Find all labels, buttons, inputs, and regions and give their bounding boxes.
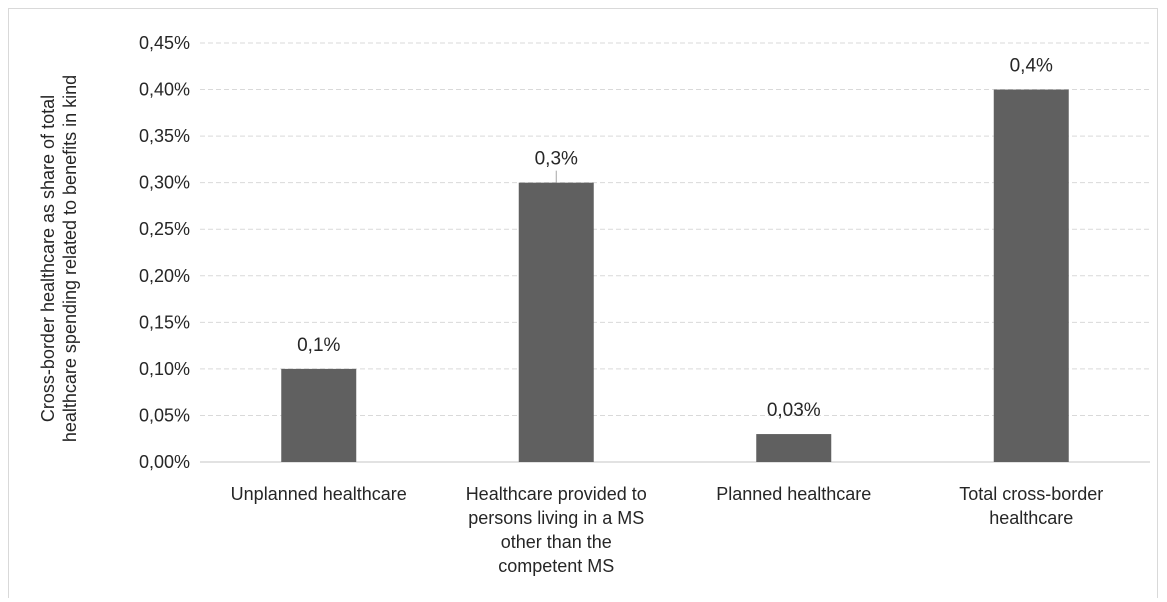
y-tick-label: 0,25%	[139, 219, 190, 239]
data-label: 0,1%	[297, 335, 340, 356]
y-tick-label: 0,40%	[139, 80, 190, 100]
category-label-line: other than the	[501, 532, 612, 552]
y-tick-label: 0,05%	[139, 405, 190, 425]
y-tick-label: 0,20%	[139, 266, 190, 286]
data-label: 0,3%	[535, 149, 578, 170]
y-tick-label: 0,15%	[139, 312, 190, 332]
category-label: Unplanned healthcare	[231, 484, 407, 504]
category-label: Healthcare provided to persons living in …	[466, 484, 647, 576]
category-label-line: persons living in a MS	[468, 508, 644, 528]
y-axis-label-line: Cross-border healthcare as share of tota…	[38, 95, 58, 422]
category-label-line: Healthcare provided to	[466, 484, 647, 504]
data-label: 0,03%	[767, 400, 821, 421]
bar	[756, 434, 832, 462]
category-label-line: Unplanned healthcare	[231, 484, 407, 504]
bar	[993, 89, 1069, 463]
category-label-line: Planned healthcare	[716, 484, 871, 504]
category-label-line: Total cross-border	[959, 484, 1103, 504]
bar	[518, 182, 594, 462]
y-tick-label: 0,00%	[139, 452, 190, 472]
y-axis-label-line: healthcare spending related to benefits …	[60, 75, 80, 442]
category-label: Total cross-border healthcare	[959, 484, 1103, 528]
bar	[281, 368, 357, 462]
chart-frame	[8, 8, 1158, 598]
category-label: Planned healthcare	[716, 484, 871, 504]
y-tick-label: 0,35%	[139, 126, 190, 146]
y-axis-label: Cross-border healthcare as share of tota…	[38, 75, 80, 442]
y-tick-label: 0,10%	[139, 359, 190, 379]
category-label-line: healthcare	[989, 508, 1073, 528]
category-label-line: competent MS	[498, 556, 614, 576]
y-tick-label: 0,30%	[139, 173, 190, 193]
data-label: 0,4%	[1010, 56, 1053, 77]
y-tick-label: 0,45%	[139, 33, 190, 53]
